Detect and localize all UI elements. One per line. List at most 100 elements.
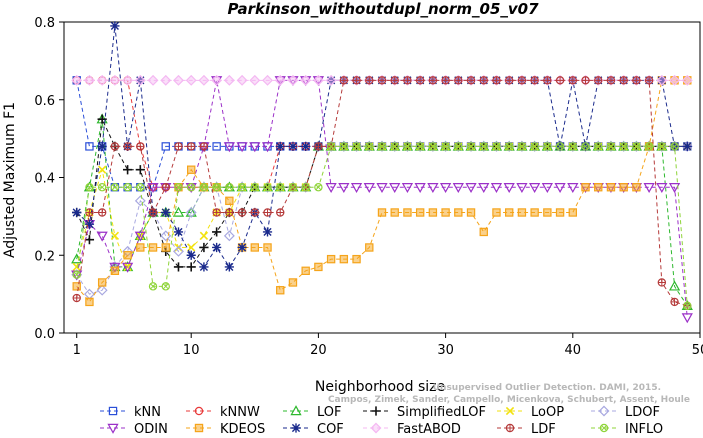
data-point-fastabod	[236, 74, 248, 86]
data-point-ldf	[161, 183, 170, 192]
data-point-kdeos	[161, 243, 170, 252]
data-point-knn	[85, 142, 94, 151]
legend-label: INFLO	[625, 422, 663, 434]
data-point-kdeos	[110, 266, 120, 276]
data-point-kdeos	[377, 208, 387, 217]
legend-marker-knnw	[194, 406, 204, 416]
data-point-inflo	[276, 183, 285, 192]
data-point-inflo	[644, 142, 654, 151]
data-point-kdeos	[352, 254, 361, 264]
data-point-kdeos	[594, 183, 603, 192]
data-point-cof	[301, 141, 311, 151]
legend-marker-inflo	[599, 423, 609, 433]
data-point-inflo	[594, 142, 603, 151]
data-point-ldf	[543, 76, 552, 85]
data-point-ldf	[505, 76, 514, 85]
legend-item-knn: kNN	[100, 405, 161, 420]
series-inflo	[72, 142, 692, 310]
data-point-kdeos	[123, 251, 132, 260]
data-point-simplifiedlof	[84, 235, 95, 245]
data-point-odin	[134, 231, 146, 242]
data-point-cof	[212, 242, 222, 253]
data-point-odin	[223, 142, 235, 153]
data-point-fastabod	[656, 74, 668, 86]
data-point-odin	[376, 183, 388, 194]
data-point-kdeos	[606, 183, 616, 192]
x-tick-label: 20	[310, 343, 327, 358]
legend-marker-fastabod	[370, 422, 382, 434]
data-point-cof	[224, 262, 234, 272]
data-point-inflo	[683, 301, 692, 310]
data-point-fastabod	[198, 74, 210, 86]
data-point-fastabod	[211, 74, 223, 86]
legend-item-cof: COF	[283, 422, 344, 437]
data-point-kdeos	[568, 208, 578, 217]
legend-item-loop: LoOP	[497, 405, 564, 420]
data-point-ldof	[173, 245, 184, 257]
series-knn	[72, 76, 692, 192]
data-point-ldof	[185, 207, 197, 218]
data-point-kdeos	[555, 208, 565, 217]
data-point-inflo	[657, 142, 667, 151]
data-point-odin	[529, 183, 541, 194]
data-point-ldf	[365, 76, 374, 85]
data-point-cof	[682, 141, 692, 151]
data-point-fastabod	[185, 74, 197, 86]
legend-label: kNN	[134, 405, 161, 420]
data-point-lof	[185, 206, 197, 217]
data-point-ldf	[403, 76, 412, 85]
data-point-odin	[363, 183, 375, 194]
data-point-inflo	[517, 142, 527, 151]
data-point-inflo	[123, 183, 132, 192]
legend-marker-cof	[291, 423, 301, 433]
chart-title: Parkinson_withoutdupl_norm_05_v07	[227, 0, 539, 18]
legend-label: kNNW	[220, 405, 260, 420]
data-point-kdeos	[288, 278, 298, 287]
data-point-simplifiedlof	[199, 242, 209, 253]
data-point-kdeos	[530, 208, 539, 217]
data-point-kdeos	[390, 208, 399, 217]
data-point-ldf	[174, 142, 183, 151]
data-point-cof	[110, 21, 120, 31]
legend-marker-ldof	[598, 405, 610, 417]
data-point-inflo	[199, 183, 209, 192]
data-point-ldf	[199, 142, 209, 151]
data-point-inflo	[492, 142, 501, 151]
data-point-lof	[668, 280, 681, 291]
data-point-ldf	[237, 208, 247, 217]
data-point-kdeos	[441, 208, 450, 217]
y-tick-label: 0.2	[34, 249, 55, 264]
x-tick-label: 1	[73, 343, 81, 358]
data-point-inflo	[212, 183, 221, 192]
legend-label: LoOP	[531, 405, 564, 420]
data-point-ldf	[581, 76, 590, 85]
series-ldof	[71, 140, 693, 300]
data-point-kdeos	[454, 208, 463, 217]
legend-marker-loop	[505, 406, 515, 416]
data-point-inflo	[186, 183, 196, 192]
data-point-ldf	[555, 76, 565, 85]
x-tick-label: 50	[692, 343, 703, 358]
data-point-kdeos	[517, 208, 527, 217]
data-point-ldof	[223, 230, 235, 242]
data-point-odin	[249, 142, 261, 153]
data-point-cof	[288, 141, 298, 151]
data-point-inflo	[415, 142, 425, 151]
data-point-inflo	[301, 183, 310, 192]
legend-item-ldof: LDOF	[591, 405, 660, 420]
data-point-inflo	[632, 142, 641, 151]
data-point-fastabod	[96, 74, 108, 86]
data-point-ldf	[276, 208, 285, 217]
legend-label: FastABOD	[397, 422, 461, 434]
legend-label: KDEOS	[220, 422, 265, 434]
data-point-ldf	[212, 208, 221, 217]
data-point-simplifiedlof	[173, 262, 184, 272]
series-knnw	[72, 76, 692, 192]
data-point-fastabod	[83, 74, 95, 86]
data-point-cof	[97, 141, 107, 151]
data-point-ldf	[390, 76, 399, 85]
data-point-kdeos	[187, 165, 196, 174]
data-point-odin	[121, 262, 134, 273]
data-point-cof	[161, 207, 171, 218]
legend-item-lof: LOF	[283, 405, 342, 420]
